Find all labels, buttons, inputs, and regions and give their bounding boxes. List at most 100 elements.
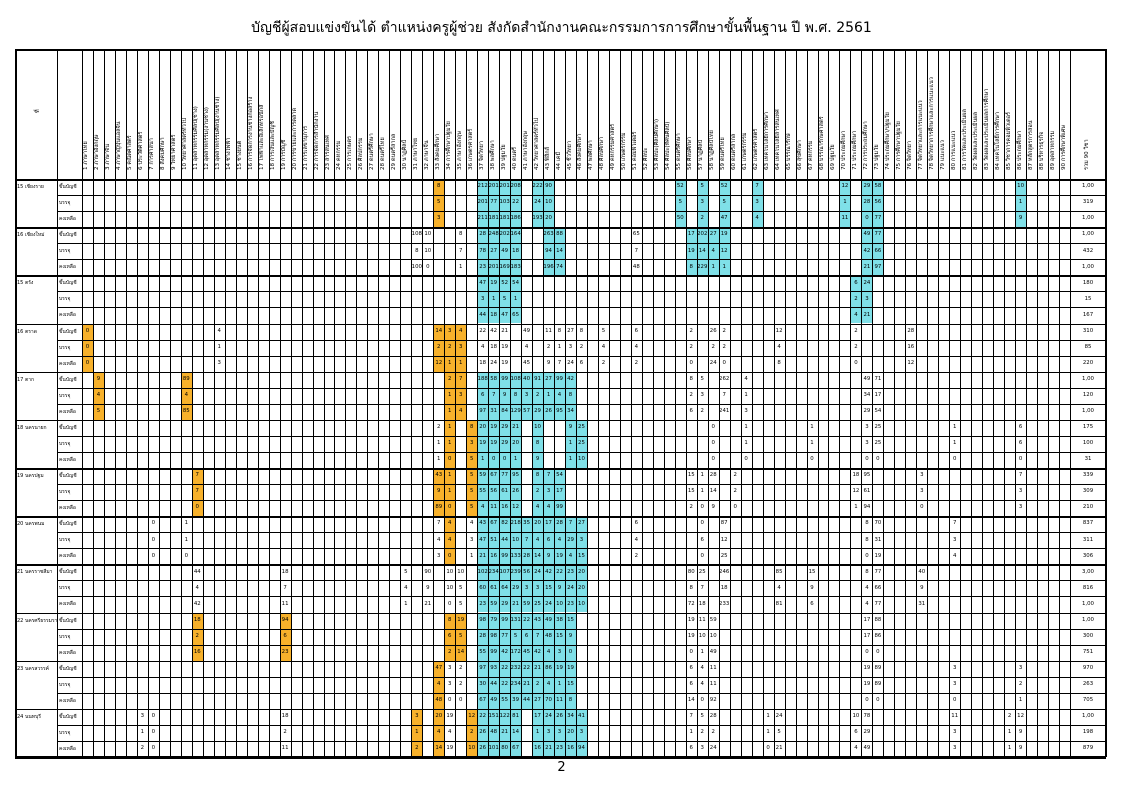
subject-label: 45 ชีววิทยา: [566, 141, 573, 171]
total-cell: 311: [1082, 536, 1094, 543]
grid-line: [696, 49, 698, 757]
province-name: 17 ตาก: [17, 376, 35, 383]
grid-line: [1048, 49, 1049, 757]
grid-line: [652, 49, 654, 757]
subject-header: 61 เกษตรกรรม: [741, 49, 752, 179]
data-cell: 97: [872, 259, 884, 276]
data-cell: 8: [444, 612, 456, 629]
data-cell: 6: [689, 664, 693, 671]
data-cell: 202: [499, 227, 511, 244]
grid-line: [147, 49, 149, 757]
data-cell: 6: [850, 275, 862, 292]
subject-label: 26 ศิลปกรรม: [357, 137, 364, 171]
data-cell: 0: [444, 451, 456, 468]
data-cell: 3: [700, 745, 704, 752]
row-type: ขึ้นบัญชี: [59, 665, 77, 672]
data-cell: 93: [488, 660, 500, 677]
data-cell: 4: [195, 584, 199, 591]
data-cell: 11: [698, 616, 706, 623]
subject-header: 1 ภาษาไทย: [82, 49, 93, 179]
total-cell: 85: [1084, 343, 1092, 350]
total-cell: 879: [1082, 745, 1094, 752]
data-cell: 27: [532, 692, 544, 709]
data-cell: 40: [521, 371, 533, 388]
data-cell: 4: [634, 536, 639, 543]
data-cell: 2: [689, 343, 693, 350]
subject-label: 56 ศิลปศึกษา: [687, 137, 694, 171]
data-cell: 3: [455, 339, 467, 356]
data-cell: 34: [565, 403, 576, 420]
subject-header: 69 ปฐมวัย: [828, 49, 839, 179]
data-cell: 4: [700, 664, 704, 671]
data-cell: 21: [477, 548, 489, 565]
row-type: ขึ้นบัญชี: [59, 376, 77, 383]
subject-label: 87 หลักสูตรการสอน: [1027, 120, 1034, 171]
subject-header: 83 วัดผลและประเมินผลการศึกษา: [982, 49, 993, 179]
data-cell: 1: [707, 259, 719, 276]
data-cell: 42: [565, 371, 576, 388]
data-cell: 24: [709, 745, 717, 752]
data-cell: 3: [477, 291, 489, 308]
subject-header: 25 การเกษตร: [345, 49, 356, 179]
data-cell: 19: [685, 243, 697, 260]
row-type: ขึ้นบัญชี: [59, 569, 77, 576]
subject-label: 24 คหกรรม: [335, 140, 342, 171]
grid-line: [136, 49, 138, 757]
data-cell: 14: [696, 243, 708, 260]
data-cell: 6: [279, 628, 291, 645]
grid-line: [57, 724, 1106, 726]
data-cell: 2: [444, 644, 456, 661]
grid-line: [565, 49, 566, 757]
data-cell: 97: [477, 403, 489, 420]
subject-label: 27 ดนตรีศึกษา: [368, 133, 375, 171]
subject-header: 7 การศาสนา: [148, 49, 159, 179]
grid-line: [57, 259, 1106, 260]
subject-label: 55 ดนตรีศึกษา: [676, 133, 683, 171]
grid-line: [15, 49, 1106, 51]
data-cell: 10: [532, 419, 544, 436]
data-cell: 54: [874, 408, 882, 415]
data-cell: 29: [532, 403, 544, 420]
subject-header: 19 การบัญชี: [280, 49, 291, 179]
data-cell: 19: [488, 435, 500, 452]
grid-line: [971, 49, 972, 757]
data-cell: 4: [404, 584, 408, 591]
data-cell: 4: [850, 307, 862, 324]
subject-label: 31 ภาษาไทย: [412, 138, 419, 171]
data-cell: 77: [872, 211, 884, 228]
subject-header: 28 ดนตรีไทย: [378, 49, 389, 179]
data-cell: 5: [455, 628, 467, 645]
data-cell: 10: [424, 231, 432, 238]
subject-header: 6 ประวัติศาสตร์: [137, 49, 148, 179]
data-cell: 3: [469, 536, 474, 543]
page-number: 2: [557, 760, 566, 775]
subject-header: 12 อุตสาหกรรม(งานช่าง): [203, 49, 214, 179]
subject-label: 30 นาฏศิลป์: [401, 140, 408, 171]
data-cell: 9: [1015, 211, 1027, 228]
data-cell: 0: [444, 548, 456, 565]
data-cell: 94: [576, 740, 587, 757]
data-cell: 1: [444, 419, 456, 436]
data-cell: 3: [543, 724, 555, 741]
province-name: 20 นครพนม: [17, 521, 45, 528]
data-cell: 2: [700, 729, 704, 736]
subject-header: 80 การแนะแนว: [949, 49, 960, 179]
data-cell: 1: [839, 195, 851, 212]
row-type: คงเหลือ: [59, 312, 76, 319]
data-cell: 6: [521, 628, 533, 645]
data-cell: 95: [554, 403, 565, 420]
data-cell: 7: [521, 532, 533, 549]
subject-label: 68 บรรณารักษศาสตร์: [818, 116, 825, 171]
data-cell: 11: [839, 211, 851, 228]
grid-line: [586, 49, 588, 757]
data-cell: 202: [696, 227, 708, 244]
data-cell: 4: [543, 500, 555, 517]
data-cell: 7: [191, 484, 203, 501]
data-cell: 2: [733, 472, 737, 479]
subject-header: 9 วิทยาศาสตร์: [170, 49, 181, 179]
data-cell: 24: [543, 708, 555, 725]
province-name: 21 นครราชสีมา: [17, 569, 53, 576]
data-cell: 89: [874, 681, 882, 688]
data-cell: 2: [433, 339, 445, 356]
data-cell: 89: [433, 500, 445, 517]
